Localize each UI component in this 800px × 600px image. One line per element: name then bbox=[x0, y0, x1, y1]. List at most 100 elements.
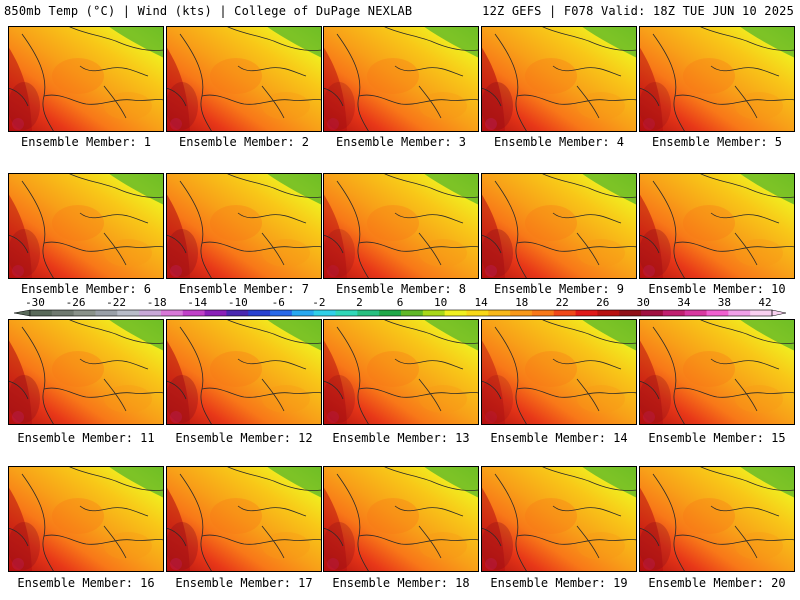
colorbar-tick-label: -26 bbox=[66, 297, 86, 309]
colorbar-tick-label: 2 bbox=[356, 297, 363, 309]
temperature-field bbox=[8, 319, 164, 425]
colorbar-segment bbox=[422, 310, 446, 316]
ensemble-member-label: Ensemble Member: 15 bbox=[648, 431, 786, 445]
ensemble-member-map bbox=[166, 319, 322, 425]
ensemble-member-label: Ensemble Member: 9 bbox=[493, 282, 625, 296]
colorbar-segment bbox=[750, 310, 773, 316]
colorbar-segment bbox=[139, 310, 162, 316]
temperature-field bbox=[8, 173, 164, 279]
temperature-field bbox=[639, 319, 795, 425]
ensemble-member-label: Ensemble Member: 5 bbox=[651, 135, 783, 149]
temperature-field bbox=[323, 26, 479, 132]
colorbar-segment bbox=[510, 310, 533, 316]
ensemble-member-map bbox=[8, 173, 164, 279]
ensemble-member-label: Ensemble Member: 11 bbox=[17, 431, 155, 445]
colorbar-tick-label: 10 bbox=[434, 297, 447, 309]
colorbar-tick-label: -14 bbox=[187, 297, 207, 309]
colorbar-segment bbox=[270, 310, 293, 316]
temperature-field bbox=[481, 26, 637, 132]
colorbar-tick-label: -30 bbox=[25, 297, 45, 309]
temperature-field bbox=[166, 26, 322, 132]
temperature-field bbox=[481, 319, 637, 425]
colorbar-segment bbox=[662, 310, 686, 316]
ensemble-member-map bbox=[166, 173, 322, 279]
ensemble-member-map bbox=[639, 319, 795, 425]
ensemble-member-map bbox=[166, 26, 322, 132]
ensemble-member-map bbox=[8, 466, 164, 572]
colorbar-segment bbox=[51, 310, 75, 316]
ensemble-member-label: Ensemble Member: 3 bbox=[335, 135, 467, 149]
colorbar-segment bbox=[313, 310, 337, 316]
ensemble-member-map bbox=[323, 319, 479, 425]
colorbar-segment bbox=[182, 310, 206, 316]
ensemble-member-map bbox=[481, 466, 637, 572]
colorbar-tick-label: 42 bbox=[758, 297, 771, 309]
model-run-info: 12Z GEFS | F078 Valid: 18Z TUE JUN 10 20… bbox=[482, 4, 794, 18]
colorbar-tick-label: 18 bbox=[515, 297, 528, 309]
ensemble-member-label: Ensemble Member: 4 bbox=[493, 135, 625, 149]
ensemble-member-label: Ensemble Member: 19 bbox=[490, 576, 628, 590]
colorbar-tick-label: 6 bbox=[397, 297, 404, 309]
temperature-field bbox=[639, 173, 795, 279]
ensemble-member-label: Ensemble Member: 16 bbox=[17, 576, 155, 590]
colorbar-segment bbox=[379, 310, 402, 316]
colorbar-tick-label: 14 bbox=[474, 297, 488, 309]
colorbar-tick-label: -2 bbox=[312, 297, 325, 309]
temperature-field bbox=[8, 466, 164, 572]
temperature-field bbox=[166, 466, 322, 572]
ensemble-member-label: Ensemble Member: 10 bbox=[648, 282, 786, 296]
ensemble-member-label: Ensemble Member: 13 bbox=[332, 431, 470, 445]
temperature-field bbox=[8, 26, 164, 132]
colorbar-segment bbox=[204, 310, 227, 316]
ensemble-member-map bbox=[8, 26, 164, 132]
colorbar-tick-label: 26 bbox=[596, 297, 609, 309]
ensemble-member-map bbox=[323, 173, 479, 279]
ensemble-member-map bbox=[639, 173, 795, 279]
colorbar-segment bbox=[73, 310, 96, 316]
colorbar-segment bbox=[160, 310, 184, 316]
colorbar-segment bbox=[575, 310, 598, 316]
colorbar-segment bbox=[531, 310, 555, 316]
ensemble-member-label: Ensemble Member: 14 bbox=[490, 431, 628, 445]
ensemble-member-label: Ensemble Member: 7 bbox=[178, 282, 310, 296]
colorbar-segment bbox=[444, 310, 467, 316]
temperature-colorbar: -30 -26 -22 -18 -14 -10 -6 -2 2 6 10 14 18 22 26 30 34 38… bbox=[0, 296, 800, 319]
ensemble-member-label: Ensemble Member: 18 bbox=[332, 576, 470, 590]
colorbar-segment bbox=[641, 310, 664, 316]
ensemble-member-label: Ensemble Member: 12 bbox=[175, 431, 313, 445]
colorbar-graphic: -30 -26 -22 -18 -14 -10 -6 -2 2 6 10 14 18 22 26 30 34 38… bbox=[13, 296, 787, 317]
ensemble-member-label: Ensemble Member: 20 bbox=[648, 576, 786, 590]
colorbar-tick-label: -10 bbox=[228, 297, 248, 309]
colorbar-tick-label: 34 bbox=[677, 297, 691, 309]
colorbar-segment bbox=[357, 310, 380, 316]
ensemble-member-map bbox=[481, 319, 637, 425]
colorbar-tick-label: -6 bbox=[272, 297, 285, 309]
ensemble-member-label: Ensemble Member: 1 bbox=[20, 135, 152, 149]
colorbar-segment bbox=[488, 310, 511, 316]
colorbar-segment bbox=[619, 310, 642, 316]
temperature-field bbox=[481, 466, 637, 572]
map-title: 850mb Temp (°C) | Wind (kts) | College o… bbox=[4, 4, 413, 18]
ensemble-member-map bbox=[323, 26, 479, 132]
ensemble-member-map bbox=[166, 466, 322, 572]
colorbar-segment bbox=[226, 310, 249, 316]
temperature-field bbox=[639, 26, 795, 132]
temperature-field bbox=[166, 173, 322, 279]
colorbar-tick-label: 38 bbox=[718, 297, 731, 309]
colorbar-segment bbox=[248, 310, 271, 316]
colorbar-tick-label: 22 bbox=[556, 297, 569, 309]
temperature-field bbox=[166, 319, 322, 425]
ensemble-member-label: Ensemble Member: 8 bbox=[335, 282, 467, 296]
colorbar-segment bbox=[597, 310, 620, 316]
ensemble-member-label: Ensemble Member: 17 bbox=[175, 576, 313, 590]
colorbar-tick-label: -18 bbox=[147, 297, 167, 309]
colorbar-segment bbox=[706, 310, 729, 316]
temperature-field bbox=[323, 466, 479, 572]
colorbar-tick-label: 30 bbox=[637, 297, 650, 309]
colorbar-segment bbox=[684, 310, 708, 316]
ensemble-member-map bbox=[8, 319, 164, 425]
colorbar-segment bbox=[117, 310, 140, 316]
ensemble-member-map bbox=[481, 173, 637, 279]
ensemble-member-map bbox=[481, 26, 637, 132]
colorbar-segment bbox=[553, 310, 577, 316]
